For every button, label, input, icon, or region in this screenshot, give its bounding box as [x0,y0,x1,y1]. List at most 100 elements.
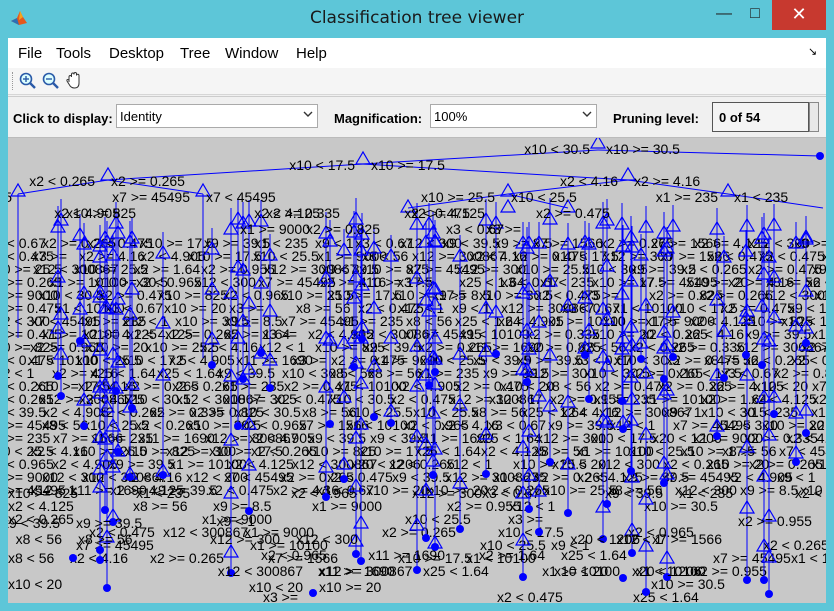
split-node[interactable] [487,214,505,229]
split-node[interactable] [91,248,109,263]
split-node[interactable] [559,198,577,213]
split-node[interactable] [408,337,426,352]
split-node[interactable] [622,368,640,383]
split-node[interactable] [514,484,532,499]
split-node[interactable] [755,537,773,552]
split-node[interactable] [451,396,469,411]
split-node[interactable] [658,549,676,564]
leaf-node[interactable] [322,493,330,501]
split-node[interactable] [765,388,783,403]
split-node[interactable] [98,398,116,413]
split-node[interactable] [261,302,279,317]
split-node[interactable] [424,224,442,239]
split-node[interactable] [252,274,270,289]
split-node[interactable] [541,272,559,287]
split-node[interactable] [91,378,109,393]
leaf-node[interactable] [422,534,430,542]
split-node[interactable] [203,240,221,255]
split-node[interactable] [426,350,444,365]
leaf-node[interactable] [96,556,104,564]
split-node[interactable] [52,211,70,226]
split-node[interactable] [365,239,383,254]
split-node[interactable] [637,425,655,440]
split-node[interactable] [229,329,247,344]
split-node[interactable] [514,284,532,299]
split-node[interactable] [708,220,726,235]
split-node[interactable] [345,223,363,238]
leaf-node[interactable] [103,584,111,592]
split-node[interactable] [252,212,270,227]
split-node[interactable] [222,367,240,382]
split-node[interactable] [637,490,655,505]
leaf-node[interactable] [628,549,636,557]
leaf-node[interactable] [57,392,65,400]
split-node[interactable] [559,296,577,311]
split-node[interactable] [240,212,258,227]
split-node[interactable] [203,330,221,345]
split-node[interactable] [613,215,631,230]
split-node[interactable] [451,345,469,360]
split-node[interactable] [261,351,279,366]
split-node[interactable] [399,198,417,213]
leaf-node[interactable] [642,588,650,596]
leaf-node[interactable] [770,410,778,418]
leaf-node[interactable] [370,413,378,421]
split-node[interactable] [261,246,279,261]
pruning-level-field[interactable]: 0 of 54 [712,102,809,132]
split-node[interactable] [426,233,444,248]
split-node[interactable] [797,230,815,245]
split-node[interactable] [598,357,616,372]
split-node[interactable] [352,514,370,529]
split-node[interactable] [719,182,737,197]
split-node[interactable] [240,294,258,309]
split-node[interactable] [424,279,442,294]
menu-help[interactable]: Help [296,45,327,62]
split-node[interactable] [559,455,577,470]
split-node[interactable] [154,314,172,329]
leaf-node[interactable] [742,351,750,359]
split-node[interactable] [222,220,240,235]
leaf-node[interactable] [227,569,235,577]
split-node[interactable] [240,415,258,430]
leaf-node[interactable] [387,419,395,427]
split-node[interactable] [234,312,252,327]
split-node[interactable] [765,308,783,323]
split-node[interactable] [664,217,682,232]
split-node[interactable] [755,330,773,345]
split-node[interactable] [708,366,726,381]
split-node[interactable] [424,348,442,363]
split-node[interactable] [797,401,815,416]
leaf-node[interactable] [660,375,668,383]
split-node[interactable] [352,329,370,344]
split-node[interactable] [598,310,616,325]
split-node[interactable] [365,299,383,314]
split-node[interactable] [222,431,240,446]
leaf-node[interactable] [357,557,365,565]
leaf-node[interactable] [340,475,348,483]
split-node[interactable] [637,296,655,311]
split-node[interactable] [347,532,365,547]
split-node[interactable] [755,388,773,403]
split-node[interactable] [614,237,632,252]
leaf-node[interactable] [239,375,247,383]
leaf-node[interactable] [519,573,527,581]
split-node[interactable] [9,182,27,197]
split-node[interactable] [499,198,517,213]
split-node[interactable] [499,182,517,197]
split-node[interactable] [335,455,353,470]
split-node[interactable] [321,331,339,346]
leaf-node[interactable] [114,448,122,456]
split-node[interactable] [417,291,435,306]
split-node[interactable] [203,280,221,295]
leaf-node[interactable] [758,361,766,369]
split-node[interactable] [123,229,141,244]
split-node[interactable] [52,305,70,320]
split-node[interactable] [619,166,637,181]
split-node[interactable] [382,402,400,417]
split-node[interactable] [514,531,532,546]
split-node[interactable] [107,214,125,229]
split-node[interactable] [154,366,172,381]
split-node[interactable] [541,210,559,225]
split-node[interactable] [408,427,426,442]
